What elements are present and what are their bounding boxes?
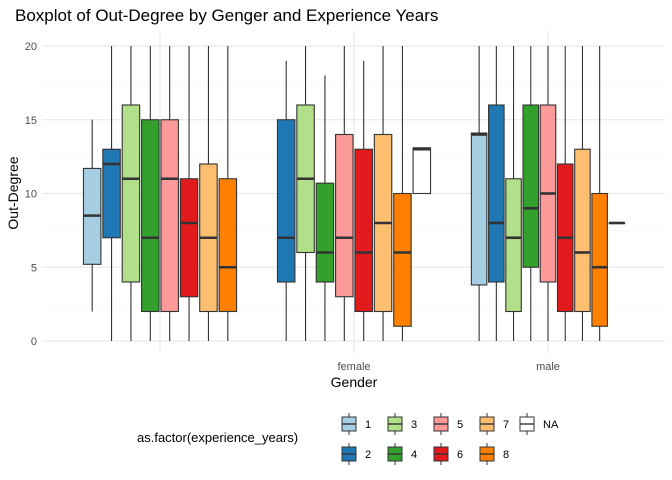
box-body	[412, 147, 432, 195]
box-body	[276, 119, 296, 283]
box-body	[488, 104, 505, 283]
y-tick-label: 15	[25, 115, 37, 127]
box-female-6	[354, 60, 373, 341]
legend-item-4: 4	[387, 443, 417, 465]
legend-label: 4	[411, 449, 417, 461]
box-male-4	[522, 46, 540, 341]
box-body	[591, 192, 608, 327]
box-blank-3	[121, 46, 141, 341]
box-blank-2	[102, 46, 121, 341]
boxplot-series	[82, 46, 626, 341]
box-female-NA	[412, 147, 432, 195]
legend-label: 6	[457, 449, 463, 461]
legend-label: 5	[457, 419, 463, 431]
legend-label: 3	[411, 419, 417, 431]
box-body	[121, 104, 141, 283]
box-blank-4	[141, 46, 160, 341]
box-male-5	[539, 46, 557, 341]
box-male-NA	[608, 221, 626, 225]
box-male-2	[488, 46, 505, 341]
box-body	[470, 132, 488, 286]
box-body	[505, 178, 522, 313]
box-female-7	[373, 46, 393, 341]
box-blank-1	[82, 119, 102, 312]
legend-title: as.factor(experience_years)	[137, 430, 298, 445]
box-body	[179, 178, 199, 298]
legend-item-3: 3	[387, 413, 417, 435]
legend-item-8: 8	[479, 443, 509, 465]
box-body	[218, 178, 238, 313]
x-tick-label: male	[536, 361, 560, 373]
legend-item-2: 2	[341, 443, 371, 465]
box-body	[522, 104, 540, 268]
box-male-8	[591, 46, 608, 341]
box-body	[574, 148, 591, 313]
box-male-7	[574, 46, 591, 341]
box-blank-7	[199, 46, 218, 341]
box-female-8	[393, 46, 412, 341]
box-body	[141, 119, 160, 313]
legend-label: 7	[503, 419, 509, 431]
box-female-3	[296, 46, 315, 341]
legend-item-1: 1	[341, 413, 371, 435]
box-body	[102, 148, 121, 239]
box-female-2	[276, 60, 296, 341]
legend-label: NA	[543, 419, 559, 431]
legend-item-6: 6	[433, 443, 463, 465]
box-female-4	[315, 75, 335, 341]
legend-item-NA: NA	[519, 413, 559, 435]
box-blank-6	[179, 46, 199, 341]
box-male-6	[556, 46, 574, 341]
legend-label: 1	[365, 419, 371, 431]
box-male-3	[505, 46, 522, 341]
y-tick-label: 10	[25, 189, 37, 201]
y-tick-label: 0	[31, 336, 37, 348]
box-body	[393, 192, 412, 327]
box-body	[335, 133, 354, 298]
y-tick-label: 20	[25, 41, 37, 53]
box-female-5	[335, 46, 354, 341]
legend-item-7: 7	[479, 413, 509, 435]
box-body	[315, 182, 335, 283]
y-axis-title: Out-Degree	[5, 156, 21, 229]
box-blank-5	[160, 46, 179, 341]
legend: 1 3 5 7 NA 2 4 6 8	[341, 413, 559, 465]
box-body	[160, 119, 179, 313]
chart-title: Boxplot of Out-Degree by Genger and Expe…	[15, 6, 438, 25]
box-blank-8	[218, 46, 238, 341]
y-tick-label: 5	[31, 262, 37, 274]
box-body	[354, 148, 373, 313]
x-tick-label: female	[337, 361, 370, 373]
legend-item-5: 5	[433, 413, 463, 435]
y-axis-ticks: 0 5 10 15 20	[25, 41, 37, 348]
x-axis-title: Gender	[331, 374, 378, 390]
legend-label: 8	[503, 449, 509, 461]
legend-label: 2	[365, 449, 371, 461]
x-axis-ticks: female male	[337, 361, 559, 373]
box-male-1	[470, 46, 488, 341]
